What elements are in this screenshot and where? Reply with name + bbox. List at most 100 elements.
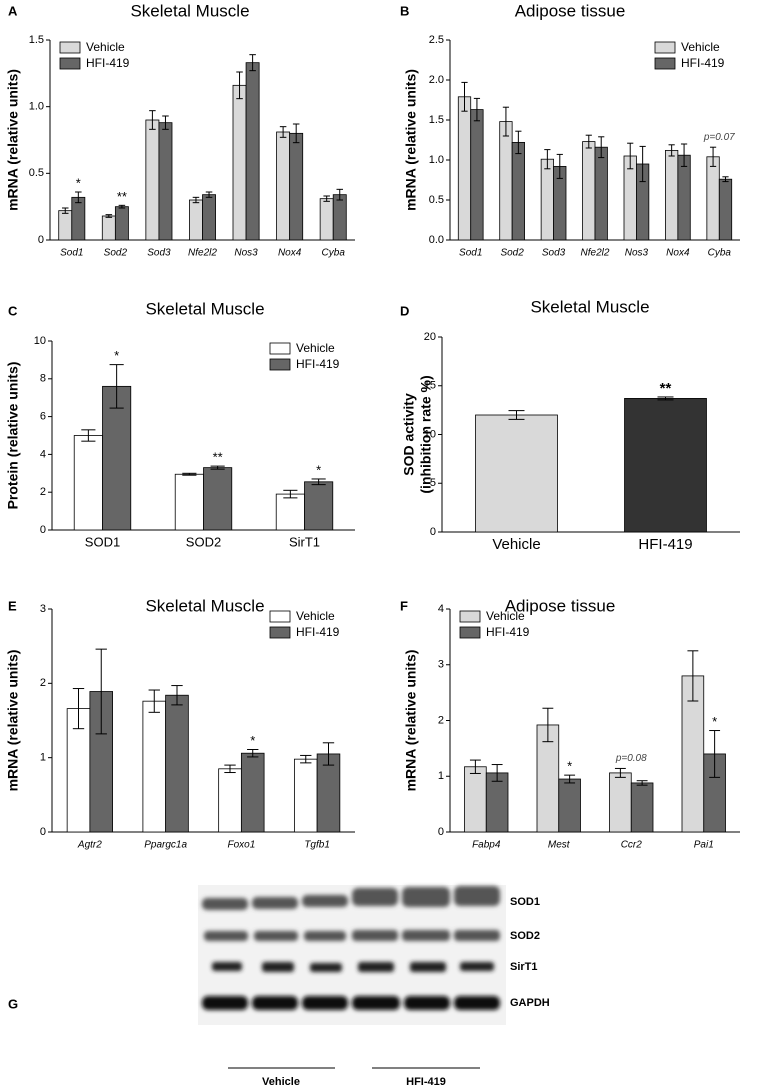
bar <box>718 178 733 241</box>
legend-label: Vehicle <box>681 40 720 54</box>
error-bar <box>236 71 243 100</box>
legend-swatch <box>269 358 291 371</box>
y-axis-label: mRNA (relative units) <box>5 69 21 211</box>
bar <box>499 121 513 241</box>
chart-title: Skeletal Muscle <box>130 1 249 20</box>
y-axis-label: mRNA (relative units) <box>403 650 419 792</box>
bar <box>275 493 305 531</box>
bar <box>203 467 233 531</box>
y-tick-label: 3 <box>438 659 444 671</box>
error-bar <box>61 207 69 214</box>
x-tick-label: Sod2 <box>104 248 128 259</box>
bar <box>464 766 487 833</box>
x-tick-label: Sod3 <box>147 248 171 259</box>
error-bar <box>709 730 721 778</box>
significance-label: * <box>76 175 81 190</box>
x-tick-label: SirT1 <box>289 534 320 549</box>
chart-panel: F Adipose tissue mRNA (relative units) 0 1 2 3… <box>400 596 740 851</box>
x-tick-label: HFI-419 <box>638 536 692 553</box>
bar <box>540 158 554 241</box>
bar <box>58 210 73 241</box>
bar <box>706 156 720 241</box>
y-tick-label: 0 <box>40 826 46 838</box>
error-bar <box>515 130 522 155</box>
x-tick-label: Nos3 <box>234 248 258 259</box>
legend-label: Vehicle <box>486 609 525 623</box>
bar <box>240 752 265 833</box>
bar <box>582 141 596 241</box>
x-tick-label: Pai1 <box>694 840 714 851</box>
error-bar <box>279 126 287 138</box>
bar <box>276 131 291 241</box>
error-bar <box>247 748 259 758</box>
western-blot: G SOD1 SOD2 SirT1 GAPDH Vehicle HFI-419 <box>8 885 550 1088</box>
legend-swatch <box>269 626 291 639</box>
significance-label: p=0.07 <box>703 132 735 143</box>
blot-bands <box>202 886 500 1010</box>
bar <box>558 778 581 833</box>
y-tick-label: 0 <box>40 524 46 536</box>
y-axis-label: mRNA (relative units) <box>403 69 419 211</box>
legend-label: HFI-419 <box>296 357 340 371</box>
panel-label: C <box>8 303 18 318</box>
y-tick-label: 2.5 <box>429 34 444 46</box>
error-bar <box>75 191 82 204</box>
legend-swatch <box>269 610 291 623</box>
bar <box>594 146 608 241</box>
error-bar <box>171 685 183 706</box>
error-bar <box>542 707 554 743</box>
y-tick-label: 0.5 <box>429 194 444 206</box>
y-tick-label: 10 <box>424 428 436 440</box>
y-tick-label: 2 <box>40 486 46 498</box>
bar <box>101 215 116 241</box>
x-tick-label: Fabp4 <box>472 840 501 851</box>
legend-label: HFI-419 <box>681 56 725 70</box>
chart-panel: E Skeletal Muscle mRNA (relative units) 0 1 2… <box>5 596 355 851</box>
panel-label: D <box>400 303 409 318</box>
bar <box>304 481 334 531</box>
panel-label: E <box>8 598 17 613</box>
error-bar <box>564 774 576 784</box>
panel-label: F <box>400 598 408 613</box>
legend-swatch <box>59 41 81 54</box>
error-bar <box>322 742 335 766</box>
bar <box>189 199 203 241</box>
legend-label: Vehicle <box>296 609 335 623</box>
significance-label: ** <box>660 380 672 397</box>
bar <box>289 132 304 241</box>
bar <box>142 700 167 833</box>
bar <box>245 62 260 241</box>
bar <box>102 385 132 531</box>
error-bar <box>636 780 648 786</box>
error-bar <box>722 176 729 183</box>
x-tick-label: Ccr2 <box>621 840 643 851</box>
significance-label: * <box>316 462 321 477</box>
x-tick-label: Nfe2l2 <box>188 248 217 259</box>
x-tick-label: Agtr2 <box>77 840 102 851</box>
error-bar <box>687 650 699 702</box>
error-bar <box>105 214 113 218</box>
legend-swatch <box>459 610 481 623</box>
y-tick-label: 4 <box>438 603 444 615</box>
x-tick-label: Ppargc1a <box>144 840 187 851</box>
legend-label: HFI-419 <box>296 625 340 639</box>
bar <box>457 96 472 241</box>
bar <box>316 753 341 833</box>
y-tick-label: 2 <box>40 677 46 689</box>
error-bar <box>109 364 124 409</box>
error-bar <box>336 188 344 201</box>
chart-title: Adipose tissue <box>505 596 616 615</box>
error-bar <box>544 149 551 170</box>
bar <box>158 122 173 241</box>
chart-title: Skeletal Muscle <box>145 596 264 615</box>
error-bar <box>473 97 481 122</box>
x-tick-label: SOD1 <box>85 534 120 549</box>
bar <box>665 149 679 241</box>
y-tick-label: 1 <box>438 770 444 782</box>
x-tick-label: Cyba <box>322 248 346 259</box>
y-tick-label: 15 <box>424 380 436 392</box>
bar <box>511 141 525 241</box>
chart-panel: D Skeletal Muscle SOD activity (inhibition … <box>400 297 740 553</box>
bar <box>165 694 189 833</box>
